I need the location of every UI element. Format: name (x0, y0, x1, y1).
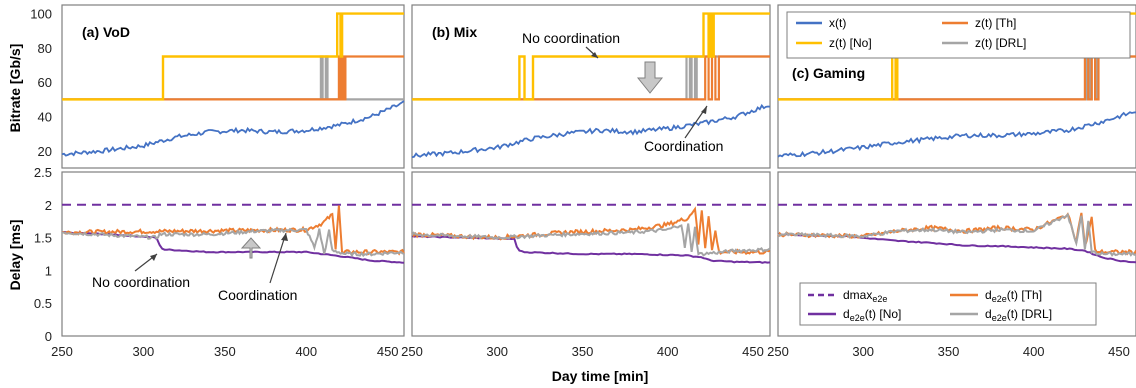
legend-item-dmax-label: dmaxe2e (843, 288, 887, 304)
legend-item-z-no-label: z(t) [No] (829, 36, 872, 50)
x-axis-title: Day time [min] (552, 368, 648, 384)
top-y-tick-label: 20 (38, 144, 52, 159)
annotation-no-coordination: No coordination (522, 30, 620, 46)
x-tick-label: 250 (51, 344, 73, 359)
x-tick-label: 350 (938, 344, 960, 359)
series-d-no (777, 233, 1136, 264)
series-d-drl (61, 227, 405, 258)
bottom-y-axis-title: Delay [ms] (7, 220, 23, 291)
legend-item-d-th-base: d (985, 288, 992, 302)
panel-1: (b) Mix 250 300 350 400 450 No coordination Coo… (401, 4, 771, 359)
legend-item-d-th-label: de2e(t) [Th] (985, 288, 1042, 304)
x-tick-label: 350 (572, 344, 594, 359)
annotation-arrowhead (281, 233, 288, 241)
x-tick-label: 400 (295, 344, 317, 359)
top-y-tick-label: 100 (30, 7, 52, 22)
series-x (411, 103, 771, 159)
legend-item-d-no-label: de2e(t) [No] (843, 307, 901, 323)
series-z-th (412, 55, 770, 101)
series-z-th (778, 55, 1136, 101)
annotation-coordination: Coordination (644, 138, 723, 154)
bottom-y-tick-label: 0.5 (34, 296, 52, 311)
bottom-plot-frame (411, 171, 771, 337)
series-z-no (62, 12, 404, 101)
panel-2: (c) Gaming 250 300 350 400 450 x(t) z(t) [Th] z(… (767, 4, 1136, 359)
bottom-y-tick-label: 1 (45, 263, 52, 278)
bottom-legend: dmaxe2e de2e(t) [Th]de2e(t) [No] de2e(t) [… (799, 282, 1097, 326)
bottom-y-tick-label: 2.5 (34, 165, 52, 180)
series-d-no (61, 230, 405, 264)
bottom-plot-frame (61, 171, 405, 337)
x-tick-label: 300 (486, 344, 508, 359)
x-tick-label: 300 (852, 344, 874, 359)
panel-label: (c) Gaming (792, 65, 865, 81)
bottom-y-tick-label: 2 (45, 198, 52, 213)
series-z-drl (62, 55, 404, 101)
annotation-arrowhead (591, 52, 598, 58)
panel-label: (a) VoD (82, 24, 130, 40)
legend-item-d-no-subscript: e2e (850, 313, 865, 323)
legend-item-d-no-base: d (843, 307, 850, 321)
series-z-th (62, 55, 404, 101)
series-x (61, 100, 405, 157)
x-tick-label: 250 (767, 344, 789, 359)
top-plot-frame (777, 4, 1136, 169)
top-y-tick-label: 80 (38, 41, 52, 56)
legend-item-z-th-label: z(t) [Th] (975, 16, 1016, 30)
legend-item-d-drl-base: d (985, 307, 992, 321)
top-y-tick-label: 40 (38, 110, 52, 125)
annotation-coordination: Coordination (218, 287, 297, 303)
bottom-y-tick-label: 1.5 (34, 231, 52, 246)
x-tick-label: 400 (657, 344, 679, 359)
legend-item-dmax-base: dmax (843, 288, 872, 302)
legend-item-d-drl-rest: (t) [DRL] (1007, 307, 1052, 321)
x-tick-label: 300 (133, 344, 155, 359)
legend-box (786, 11, 1131, 59)
legend-item-z-drl-label: z(t) [DRL] (975, 36, 1026, 50)
series-x (777, 111, 1136, 158)
legend-item-d-th-rest: (t) [Th] (1007, 288, 1042, 302)
legend-box (799, 282, 1097, 326)
legend-item-d-no-rest: (t) [No] (865, 307, 902, 321)
bottom-plot-frame (777, 171, 1136, 337)
down-arrow-icon (636, 61, 664, 94)
annotation-arrowhead (701, 106, 707, 114)
x-tick-label: 250 (401, 344, 423, 359)
series-d-drl (411, 223, 771, 257)
top-plot-frame (411, 4, 771, 169)
top-plot-frame (61, 4, 405, 169)
panel-label: (b) Mix (432, 24, 477, 40)
legend-item-d-drl-subscript: e2e (992, 313, 1007, 323)
x-tick-label: 450 (742, 344, 764, 359)
x-tick-label: 450 (377, 344, 399, 359)
annotation-arrow (269, 232, 287, 284)
annotation-arrowhead (150, 254, 157, 261)
top-y-tick-label: 60 (38, 75, 52, 90)
top-legend: x(t) z(t) [Th] z(t) [No] z(t) [DRL] (786, 11, 1131, 59)
x-tick-label: 450 (1108, 344, 1130, 359)
chart-panels: 20 40 60 80 100 (a) VoD 0 0.5 1 1.5 2 2.5 250 300 350 4… (30, 4, 1136, 359)
legend-item-x-label: x(t) (829, 16, 846, 30)
legend-item-d-th-subscript: e2e (992, 294, 1007, 304)
series-d-th (411, 206, 771, 256)
series-z-no (412, 12, 770, 101)
x-tick-label: 350 (214, 344, 236, 359)
legend-item-dmax-subscript: e2e (872, 294, 887, 304)
annotation-no-coordination: No coordination (92, 274, 190, 290)
top-y-axis-title: Bitrate [Gb/s] (7, 44, 23, 133)
up-arrow-icon (240, 237, 262, 259)
series-d-drl (777, 212, 1136, 257)
x-tick-label: 400 (1023, 344, 1045, 359)
series-d-th (61, 205, 405, 256)
bottom-y-tick-label: 0 (45, 329, 52, 344)
panel-0: 20 40 60 80 100 (a) VoD 0 0.5 1 1.5 2 2.5 250 300 350 4… (30, 4, 405, 359)
legend-item-d-drl-label: de2e(t) [DRL] (985, 307, 1052, 323)
